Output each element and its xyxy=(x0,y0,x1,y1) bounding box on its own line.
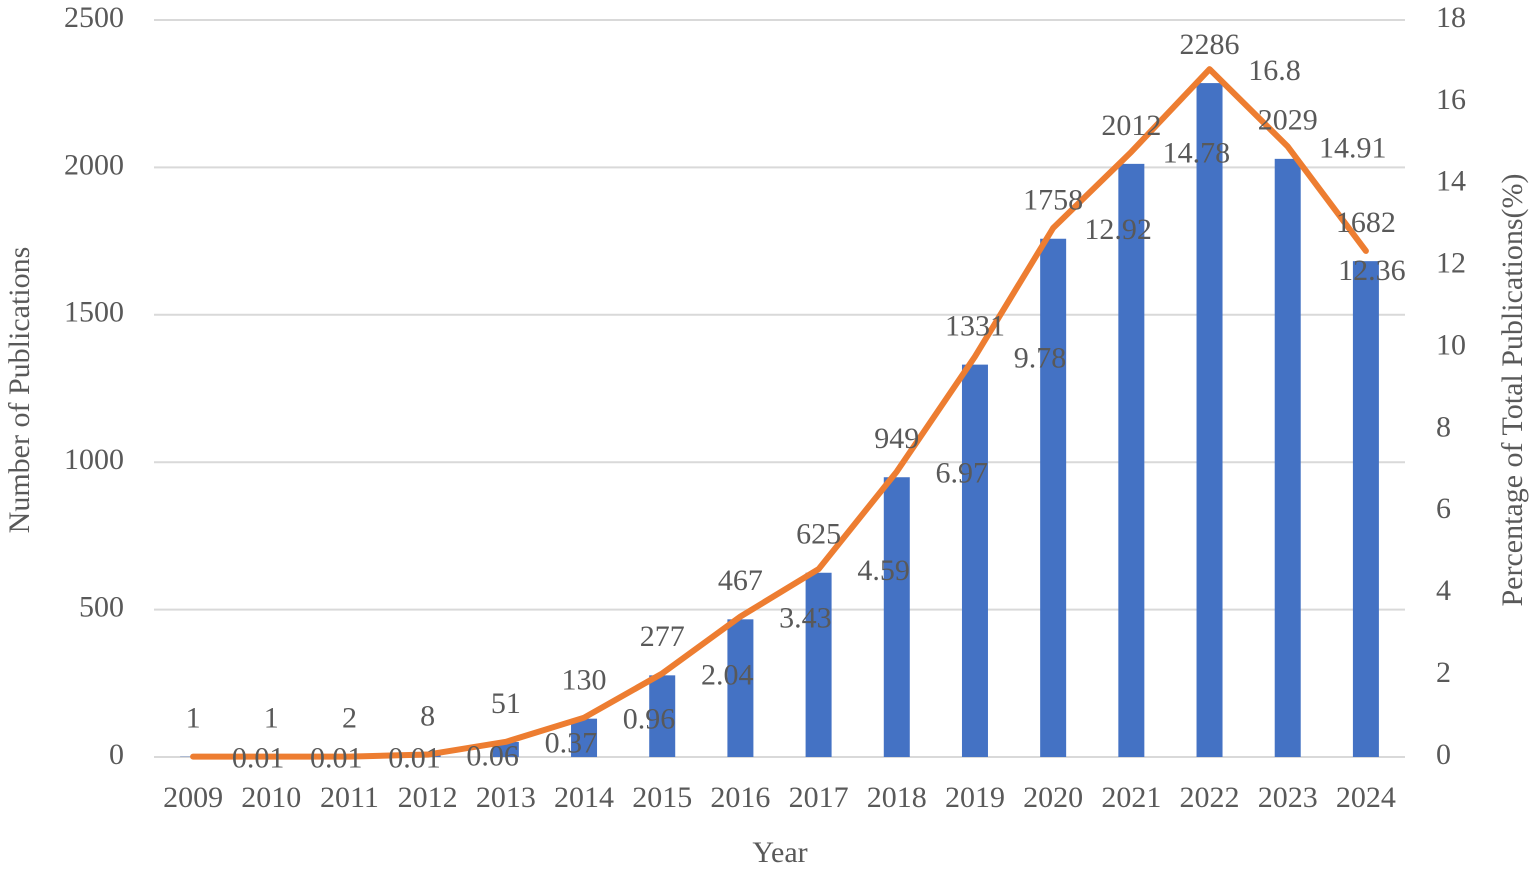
y2-tick-label: 6 xyxy=(1436,492,1451,525)
x-tick-label: 2018 xyxy=(867,781,927,814)
bar xyxy=(1274,158,1301,757)
line-value-label: 12.36 xyxy=(1338,254,1406,287)
bar-value-label: 1 xyxy=(264,702,279,735)
bar-value-label: 625 xyxy=(796,518,841,551)
y-axis-title: Number of Publications xyxy=(3,247,36,534)
y2-tick-label: 16 xyxy=(1436,83,1466,116)
bar xyxy=(649,675,676,757)
bar-value-label: 2286 xyxy=(1180,28,1240,61)
line-value-label: 6.97 xyxy=(936,457,989,490)
x-axis-title: Year xyxy=(752,836,807,869)
x-tick-label: 2014 xyxy=(554,781,614,814)
bar xyxy=(1118,163,1145,757)
y2-tick-label: 8 xyxy=(1436,410,1451,443)
y2-tick-label: 12 xyxy=(1436,247,1466,280)
bar xyxy=(571,718,598,757)
x-tick-label: 2017 xyxy=(789,781,849,814)
bar-value-label: 8 xyxy=(420,700,435,733)
line-value-label: 0.01 xyxy=(388,741,441,774)
y2-tick-label: 0 xyxy=(1436,738,1451,771)
x-tick-label: 2020 xyxy=(1023,781,1083,814)
bar-value-label: 2012 xyxy=(1101,109,1161,142)
bar xyxy=(1040,238,1067,758)
bar xyxy=(805,572,832,757)
line-value-label: 0.37 xyxy=(545,727,598,760)
x-tick-label: 2019 xyxy=(945,781,1005,814)
x-tick-label: 2010 xyxy=(241,781,301,814)
bar-value-label: 949 xyxy=(874,422,919,455)
y-tick-label: 1000 xyxy=(64,443,124,476)
y-tick-label: 1500 xyxy=(64,296,124,329)
x-tick-label: 2009 xyxy=(163,781,223,814)
y2-tick-label: 4 xyxy=(1436,574,1451,607)
line-value-label: 0.01 xyxy=(232,741,285,774)
bar-value-label: 1758 xyxy=(1023,184,1083,217)
x-tick-label: 2013 xyxy=(476,781,536,814)
line-value-label: 2.04 xyxy=(701,658,754,691)
bar-value-label: 277 xyxy=(640,620,685,653)
x-tick-label: 2011 xyxy=(320,781,379,814)
bar-value-label: 2 xyxy=(342,701,357,734)
bar-value-label: 1331 xyxy=(945,310,1005,343)
line-value-label: 4.59 xyxy=(857,554,910,587)
line-value-label: 0.96 xyxy=(623,703,676,736)
y2-tick-label: 2 xyxy=(1436,656,1451,689)
bar xyxy=(883,477,910,757)
bar-value-label: 51 xyxy=(491,687,521,720)
x-tick-label: 2024 xyxy=(1336,781,1396,814)
y2-axis-title: Percentage of Total Publications(%) xyxy=(1496,173,1529,606)
y-tick-label: 2000 xyxy=(64,148,124,181)
bar-value-label: 1 xyxy=(186,702,201,735)
x-tick-label: 2012 xyxy=(398,781,458,814)
bar-value-label: 467 xyxy=(718,564,763,597)
bar xyxy=(961,364,988,757)
bar xyxy=(1352,261,1379,757)
x-tick-label: 2016 xyxy=(710,781,770,814)
y-tick-label: 2500 xyxy=(64,1,124,34)
x-tick-label: 2023 xyxy=(1258,781,1318,814)
x-tick-label: 2022 xyxy=(1180,781,1240,814)
x-tick-label: 2021 xyxy=(1101,781,1161,814)
line-value-label: 14.78 xyxy=(1163,137,1231,170)
line-value-label: 9.78 xyxy=(1014,341,1067,374)
line-value-label: 0.01 xyxy=(310,741,363,774)
y2-tick-label: 14 xyxy=(1436,165,1466,198)
line-value-label: 3.43 xyxy=(779,601,832,634)
y2-tick-label: 18 xyxy=(1436,1,1466,34)
x-tick-label: 2015 xyxy=(632,781,692,814)
bar xyxy=(1196,83,1223,757)
line-value-label: 14.91 xyxy=(1319,131,1387,164)
line-value-label: 16.8 xyxy=(1248,54,1301,87)
bar-value-label: 2029 xyxy=(1258,104,1318,137)
y-tick-label: 500 xyxy=(79,590,124,623)
line-value-label: 0.06 xyxy=(466,739,519,772)
bar-value-label: 1682 xyxy=(1336,206,1396,239)
line xyxy=(190,66,1369,760)
y-tick-label: 0 xyxy=(109,738,124,771)
line-value-label: 12.92 xyxy=(1084,213,1152,246)
bar xyxy=(727,619,754,757)
y2-tick-label: 10 xyxy=(1436,328,1466,361)
bar-value-label: 130 xyxy=(562,664,607,697)
